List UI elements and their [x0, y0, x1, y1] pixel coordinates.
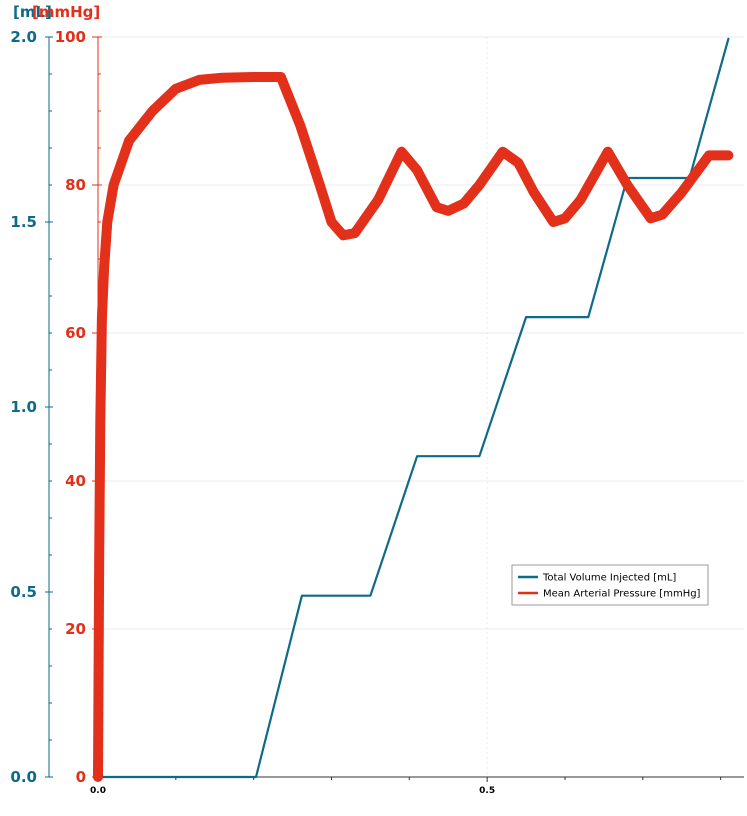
grid-lines [97, 36, 744, 778]
legend-entry-label: Mean Arterial Pressure [mmHg] [543, 589, 701, 600]
legend-box [511, 564, 709, 606]
y-left-tick-label: 2.0 [10, 28, 37, 46]
y-mid-tick-label: 40 [65, 472, 86, 490]
y-left-tick-label: 0.5 [10, 583, 37, 601]
y-mid-tick-label: 20 [65, 620, 86, 638]
y-left-tick-label: 0.0 [10, 768, 37, 786]
series-line-total-volume [96, 37, 730, 779]
y-mid-tick-label: 100 [55, 28, 86, 46]
y-left-tick-label: 1.0 [10, 398, 37, 416]
y-mid-axis-label: [mmHg] [32, 3, 100, 21]
series-lines [93, 37, 734, 782]
y-left-axis-label: [mL] [13, 3, 52, 21]
axes: 0.0 0.5 1.0 1.5 2.0 [mL] 0 20 40 60 80 100 [mmHg] 0.0… [10, 3, 744, 796]
y-mid-tick-label: 80 [65, 176, 86, 194]
x-tick-label: 0.0 [90, 786, 106, 796]
x-tick-label: 0.5 [479, 786, 495, 796]
series-line-mean-arterial-pressure [93, 72, 734, 782]
y-left-tick-label: 1.5 [10, 213, 37, 231]
y-mid-tick-label: 0 [76, 768, 86, 786]
legend-entry-label: Total Volume Injected [mL] [542, 573, 676, 584]
legend: Total Volume Injected [mL] Mean Arterial … [511, 564, 709, 606]
y-mid-tick-label: 60 [65, 324, 86, 342]
